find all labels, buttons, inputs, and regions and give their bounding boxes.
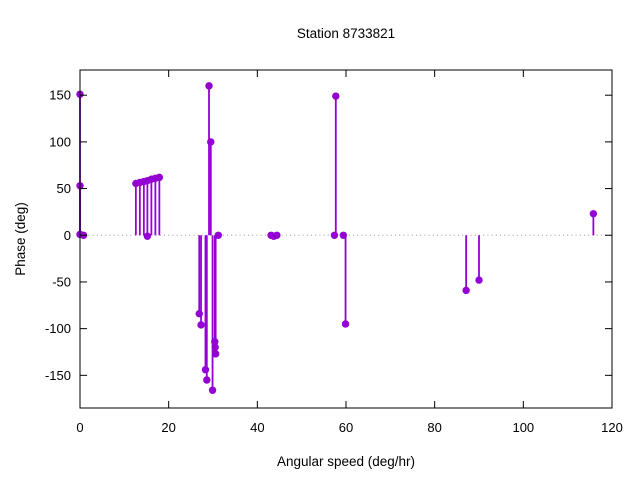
x-tick-label: 100 (512, 420, 534, 435)
x-tick-label: 40 (250, 420, 264, 435)
data-point (214, 231, 223, 239)
data-point (195, 309, 203, 318)
data-point (475, 276, 483, 284)
y-tick-label: 150 (49, 88, 71, 103)
y-tick-label: -100 (45, 321, 71, 336)
data-point (143, 232, 152, 240)
y-tick-label: -150 (45, 368, 71, 383)
data-point (589, 210, 598, 218)
data-point (211, 343, 219, 352)
data-point (332, 92, 340, 100)
data-point (330, 231, 339, 239)
data-point (341, 320, 350, 328)
x-tick-label: 20 (161, 420, 175, 435)
data-point (211, 350, 220, 358)
y-tick-label: 0 (64, 228, 71, 243)
y-tick-label: 100 (49, 134, 71, 149)
y-axis-label: Phase (deg) (13, 202, 28, 276)
data-point (207, 138, 215, 146)
x-tick-label: 120 (601, 420, 623, 435)
data-point (205, 82, 213, 90)
y-tick-label: -50 (52, 274, 71, 289)
x-tick-label: 80 (427, 420, 441, 435)
data-point (211, 338, 219, 346)
data-point (462, 286, 470, 295)
data-point (201, 366, 210, 374)
plot-area: 0 20 40 60 80 100 120 -150 -100 -50 0 50 100 150 (45, 69, 623, 435)
data-point (155, 173, 164, 182)
x-tick-label: 0 (76, 420, 83, 435)
y-tick-label: 50 (57, 181, 71, 196)
data-point (208, 386, 217, 394)
chart-title: Station 8733821 (297, 26, 395, 41)
data-point (197, 321, 205, 329)
x-tick-label: 60 (339, 420, 353, 435)
data-point (203, 376, 211, 384)
data-point (273, 231, 281, 239)
data-point (339, 231, 348, 239)
x-axis-label: Angular speed (deg/hr) (277, 454, 415, 469)
